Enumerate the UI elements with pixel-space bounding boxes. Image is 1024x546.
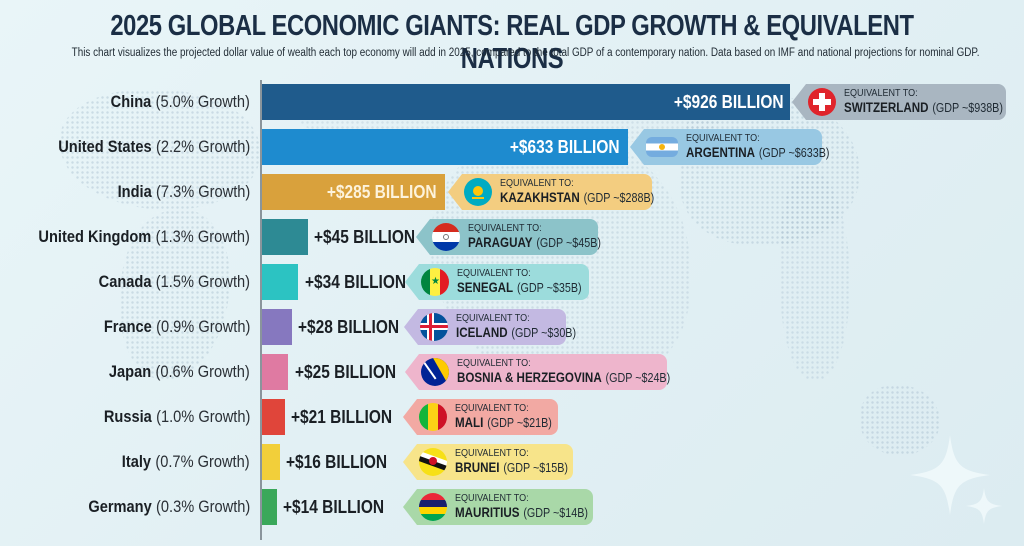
value-label: +$285 BILLION bbox=[327, 181, 437, 202]
equivalent-callout: EQUIVALENT TO: SWITZERLAND (GDP ~$938B) bbox=[792, 84, 1006, 120]
chart-row-china: China (5.0% Growth) +$926 BILLION EQUIVAL… bbox=[0, 84, 1024, 120]
page-title: 2025 GLOBAL ECONOMIC GIANTS: REAL GDP GR… bbox=[110, 10, 914, 75]
equivalent-callout: EQUIVALENT TO: BOSNIA & HERZEGOVINA (GDP… bbox=[405, 354, 670, 390]
category-label: India (7.3% Growth) bbox=[117, 182, 250, 201]
y-axis-line bbox=[260, 80, 262, 540]
category-label: Russia (1.0% Growth) bbox=[103, 407, 250, 426]
category-label: France (0.9% Growth) bbox=[103, 317, 250, 336]
category-label: Japan (0.6% Growth) bbox=[109, 362, 250, 381]
value-label: +$14 BILLION bbox=[283, 496, 385, 517]
equivalent-callout: EQUIVALENT TO: ICELAND (GDP ~$30B) bbox=[404, 309, 576, 345]
chart-row-united-states: United States (2.2% Growth) +$633 BILLION… bbox=[0, 129, 1024, 165]
equivalent-callout: EQUIVALENT TO: PARAGUAY (GDP ~$45B) bbox=[416, 219, 601, 255]
bar-united-kingdom bbox=[262, 219, 308, 255]
bar-japan bbox=[262, 354, 288, 390]
bar-united-states bbox=[262, 129, 628, 165]
chart-row-russia: Russia (1.0% Growth) +$21 BILLION EQUIVAL… bbox=[0, 399, 1024, 435]
chart-row-italy: Italy (0.7% Growth) +$16 BILLION EQUIVALE… bbox=[0, 444, 1024, 480]
brunei-flag-icon bbox=[419, 448, 447, 476]
category-label: Italy (0.7% Growth) bbox=[122, 452, 250, 471]
value-label: +$633 BILLION bbox=[510, 136, 620, 157]
chart-row-canada: Canada (1.5% Growth) +$34 BILLION ★ EQUIV… bbox=[0, 264, 1024, 300]
chart-row-japan: Japan (0.6% Growth) +$25 BILLION EQUIVALE… bbox=[0, 354, 1024, 390]
bosnia-flag-icon bbox=[421, 358, 449, 386]
mauritius-flag-icon bbox=[419, 493, 447, 521]
value-label: +$16 BILLION bbox=[286, 451, 388, 472]
equivalent-callout: EQUIVALENT TO: BRUNEI (GDP ~$15B) bbox=[403, 444, 573, 480]
chart-row-france: France (0.9% Growth) +$28 BILLION EQUIVAL… bbox=[0, 309, 1024, 345]
equivalent-callout: EQUIVALENT TO: MAURITIUS (GDP ~$14B) bbox=[403, 489, 593, 525]
value-label: +$34 BILLION bbox=[305, 271, 407, 292]
chart-row-germany: Germany (0.3% Growth) +$14 BILLION EQUIVA… bbox=[0, 489, 1024, 525]
bar-italy bbox=[262, 444, 280, 480]
bar-russia bbox=[262, 399, 285, 435]
category-label: Canada (1.5% Growth) bbox=[98, 272, 250, 291]
equivalent-callout: ★ EQUIVALENT TO: SENEGAL (GDP ~$35B) bbox=[405, 264, 589, 300]
iceland-flag-icon bbox=[420, 313, 448, 341]
senegal-flag-icon: ★ bbox=[421, 268, 449, 296]
chart-row-india: India (7.3% Growth) +$285 BILLION EQUIVAL… bbox=[0, 174, 1024, 210]
category-label: China (5.0% Growth) bbox=[110, 92, 250, 111]
bar-france bbox=[262, 309, 292, 345]
mali-flag-icon bbox=[419, 403, 447, 431]
equivalent-callout: EQUIVALENT TO: KAZAKHSTAN (GDP ~$288B) bbox=[448, 174, 654, 210]
kazakhstan-flag-icon bbox=[464, 178, 492, 206]
category-label: Germany (0.3% Growth) bbox=[88, 497, 250, 516]
page-subtitle: This chart visualizes the projected doll… bbox=[71, 47, 980, 59]
bar-china bbox=[262, 84, 790, 120]
value-label: +$926 BILLION bbox=[674, 91, 784, 112]
chart-row-united-kingdom: United Kingdom (1.3% Growth) +$45 BILLION… bbox=[0, 219, 1024, 255]
paraguay-flag-icon bbox=[432, 223, 460, 251]
category-label: United States (2.2% Growth) bbox=[58, 137, 250, 156]
bar-canada bbox=[262, 264, 298, 300]
sparkle-icon-small bbox=[966, 488, 1002, 524]
sparkle-icon bbox=[910, 435, 990, 515]
value-label: +$28 BILLION bbox=[298, 316, 400, 337]
switzerland-flag-icon bbox=[808, 88, 836, 116]
equivalent-callout: EQUIVALENT TO: MALI (GDP ~$21B) bbox=[403, 399, 558, 435]
equivalent-callout: EQUIVALENT TO: ARGENTINA (GDP ~$633B) bbox=[630, 129, 829, 165]
category-label: United Kingdom (1.3% Growth) bbox=[38, 227, 250, 246]
bar-germany bbox=[262, 489, 277, 525]
value-label: +$25 BILLION bbox=[295, 361, 397, 382]
bar-india bbox=[262, 174, 445, 210]
value-label: +$21 BILLION bbox=[291, 406, 393, 427]
value-label: +$45 BILLION bbox=[314, 226, 416, 247]
argentina-flag-icon bbox=[646, 137, 678, 157]
